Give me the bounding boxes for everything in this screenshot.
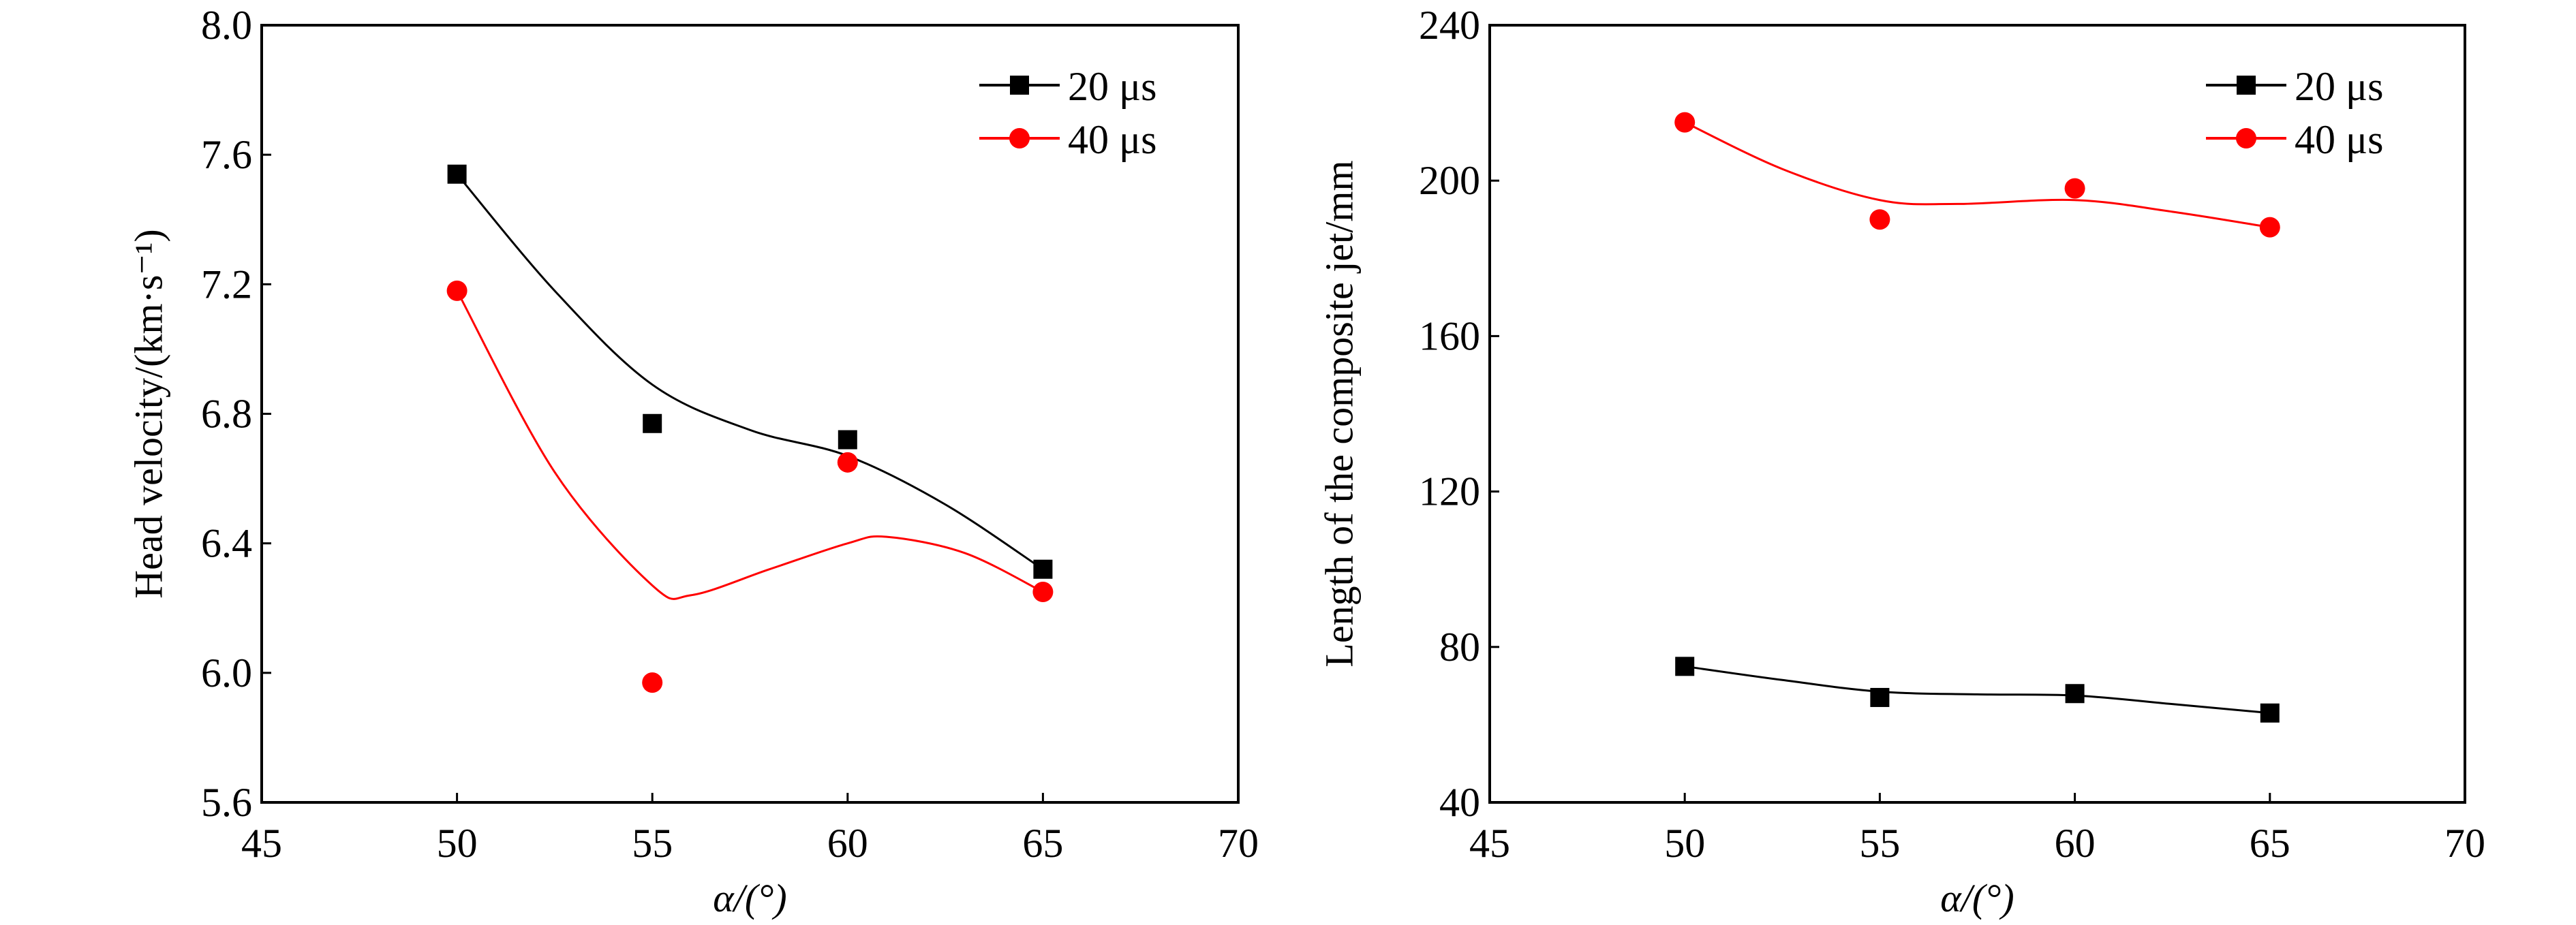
data-point-circle — [1032, 581, 1054, 602]
x-tick-label: 70 — [2444, 821, 2485, 866]
y-tick-label: 5.6 — [201, 780, 252, 825]
y-tick-label: 240 — [1419, 3, 1480, 48]
data-point-circle — [2259, 217, 2280, 238]
y-axis-label: Head velocity/(km·s⁻¹) — [126, 229, 170, 598]
y-tick-label: 160 — [1419, 313, 1480, 358]
x-tick-label: 55 — [1859, 821, 1900, 866]
head-velocity-chart: α/(°) Head velocity/(km·s⁻¹) 45 50 55 60 65 7… — [126, 3, 1259, 920]
fit-curve-20us — [1684, 665, 2270, 715]
y-tick-label: 120 — [1419, 469, 1480, 514]
data-point-circle — [1869, 209, 1890, 230]
x-tick-label: 60 — [2055, 821, 2096, 866]
y-tick-label: 7.6 — [201, 132, 252, 177]
legend-label: 20 μs — [2295, 64, 2384, 109]
x-tick-label: 55 — [632, 821, 673, 866]
data-point-square — [1675, 657, 1695, 676]
legend-square-marker — [1010, 76, 1029, 95]
legend-circle-marker — [2236, 128, 2256, 148]
x-tick-label: 50 — [437, 821, 478, 866]
y-tick-label: 6.8 — [201, 392, 252, 437]
y-axis-label: Length of the composite jet/mm — [1317, 160, 1361, 667]
x-tick-label: 60 — [827, 821, 868, 866]
fit-curve-20us — [456, 173, 1044, 570]
data-point-circle — [837, 452, 858, 473]
legend-label: 40 μs — [1068, 117, 1157, 162]
data-point-circle — [2064, 178, 2085, 199]
data-point-square — [2260, 703, 2280, 723]
y-tick-label: 6.4 — [201, 521, 252, 566]
x-tick-label: 50 — [1664, 821, 1705, 866]
fit-curve-40us — [456, 290, 1044, 600]
y-tick-label: 80 — [1439, 625, 1480, 670]
legend-square-marker — [2237, 76, 2256, 95]
plot-frame — [1488, 24, 2466, 804]
x-axis-label: α/(°) — [713, 876, 786, 920]
y-tick-label: 40 — [1439, 780, 1480, 825]
x-tick-label: 45 — [241, 821, 282, 866]
data-point-square — [1870, 687, 1890, 707]
y-tick-label: 8.0 — [201, 3, 252, 48]
data-point-square — [1033, 559, 1053, 579]
x-tick-label: 70 — [1218, 821, 1259, 866]
legend-label: 20 μs — [1068, 64, 1157, 109]
data-point-circle — [1674, 112, 1696, 133]
x-axis-label: α/(°) — [1940, 876, 2014, 920]
legend-label: 40 μs — [2295, 117, 2384, 162]
data-point-square — [2065, 684, 2085, 704]
jet-length-chart: α/(°) Length of the composite jet/mm 45 5… — [1317, 3, 2485, 920]
y-tick-label: 7.2 — [201, 262, 252, 307]
data-point-circle — [642, 672, 663, 693]
fit-curve-40us — [1684, 121, 2271, 229]
x-tick-label: 65 — [1022, 821, 1063, 866]
x-tick-label: 65 — [2250, 821, 2290, 866]
data-point-square — [447, 164, 467, 184]
y-tick-label: 6.0 — [201, 650, 252, 695]
y-tick-label: 200 — [1419, 158, 1480, 203]
x-tick-label: 45 — [1469, 821, 1510, 866]
data-point-square — [643, 413, 662, 433]
data-point-square — [838, 430, 857, 450]
legend-circle-marker — [1009, 128, 1030, 148]
data-point-circle — [446, 280, 467, 301]
